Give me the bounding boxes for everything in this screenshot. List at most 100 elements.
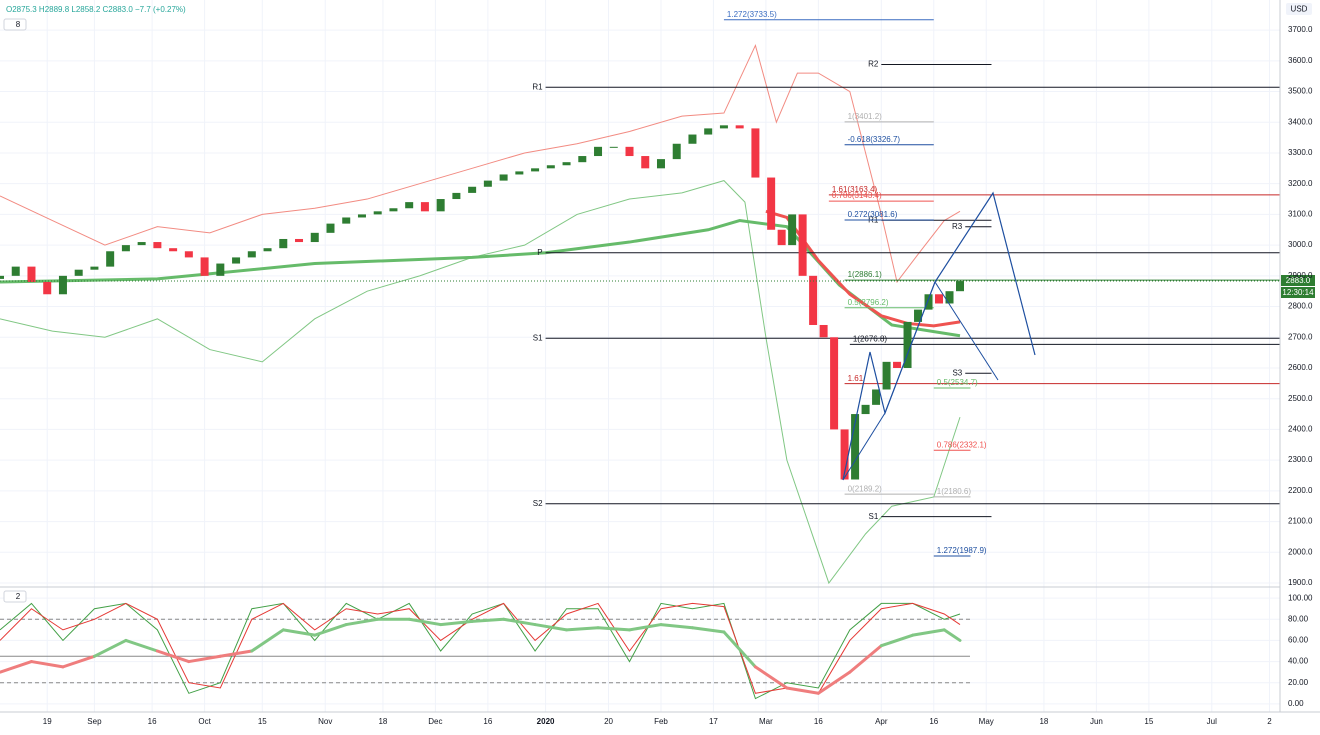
pane-toggle-label[interactable]: 2: [16, 592, 21, 601]
oscillator-segment: [344, 617, 380, 627]
x-tick-label: 19: [43, 717, 52, 726]
candle: [945, 291, 954, 304]
pattern-drawing: [842, 280, 999, 481]
candle: [861, 404, 870, 415]
candle: [326, 223, 335, 233]
oscillator-segment: [29, 660, 65, 669]
pivot-label: R2: [532, 0, 543, 2]
x-tick-label: 20: [604, 717, 613, 726]
pivot-label: R2: [868, 60, 879, 69]
oscillator-segment: [785, 686, 820, 695]
candle: [216, 263, 225, 276]
pane-toggle[interactable]: [3, 18, 27, 31]
x-tick-label: 2020: [537, 717, 555, 726]
x-tick-label: 16: [148, 717, 157, 726]
y-tick-label: 3700.0: [1288, 25, 1313, 34]
pane-toggle-label[interactable]: 8: [16, 20, 21, 29]
pivot-label: S3: [952, 368, 962, 377]
y-tick-label: 2500.0: [1288, 394, 1313, 403]
y-tick-label: 20.00: [1288, 678, 1309, 687]
pivot-label: S1: [533, 333, 543, 342]
fib-label: 1(2886.1): [848, 270, 883, 279]
oscillator-segment: [533, 623, 569, 632]
candle: [27, 266, 36, 282]
candle: [373, 211, 382, 215]
x-tick-label: 2: [1267, 717, 1272, 726]
x-tick-label: 15: [1144, 717, 1153, 726]
x-tick-label: Mar: [759, 717, 773, 726]
y-tick-label: 3200.0: [1288, 179, 1313, 188]
currency-badge[interactable]: [1286, 3, 1312, 15]
oscillator-segment: [722, 630, 757, 669]
candle: [499, 174, 508, 181]
candle: [788, 214, 797, 246]
candle: [882, 361, 891, 390]
oscillator-segment: [155, 649, 191, 664]
candle: [420, 202, 429, 212]
pivot-label: P: [537, 248, 542, 257]
x-tick-label: Oct: [198, 717, 211, 726]
currency[interactable]: USD: [1291, 5, 1308, 14]
fib-label: 0.5(2796.2): [848, 298, 889, 307]
x-tick-label: May: [979, 717, 994, 726]
plot: R2R1PS1S2R2R1R3S3S11.272(3733.5)-0.618(3…: [0, 0, 1280, 700]
oscillator-segment: [281, 628, 317, 637]
candle: [751, 128, 760, 178]
y-tick-label: 2600.0: [1288, 363, 1313, 372]
candle: [531, 168, 540, 172]
fib-label: 1(3401.2): [848, 112, 883, 121]
oscillator-segment: [470, 617, 506, 623]
pivot-label: R1: [532, 82, 543, 91]
pane-toggle[interactable]: [3, 590, 27, 603]
candle: [468, 186, 477, 193]
x-tick-label: Jun: [1090, 717, 1103, 726]
candle: [809, 275, 818, 325]
y-tick-label: 2400.0: [1288, 425, 1313, 434]
candle: [830, 337, 839, 430]
candle: [357, 214, 366, 218]
y-tick-label: 2000.0: [1288, 547, 1313, 556]
candle: [609, 146, 618, 148]
candle: [0, 275, 4, 279]
y-tick-label: 1900.0: [1288, 578, 1313, 587]
candle: [515, 171, 524, 175]
y-tick-label: 2700.0: [1288, 332, 1313, 341]
oscillator-segment: [596, 626, 632, 632]
candle: [594, 146, 603, 157]
oscillator-segment: [911, 628, 946, 637]
candle: [106, 251, 115, 267]
candle: [840, 429, 849, 480]
y-tick-label: 3000.0: [1288, 240, 1313, 249]
candle: [295, 238, 304, 243]
y-tick-label: 60.00: [1288, 636, 1309, 645]
fib-label: 1(2180.6): [937, 487, 972, 496]
overlay-line: [0, 44, 961, 284]
oscillator-segment: [848, 644, 883, 674]
candle: [935, 294, 944, 304]
candle: [625, 146, 634, 157]
fib-label: 1(2676.8): [853, 335, 888, 344]
candle: [562, 162, 571, 166]
fib-label: 1.272(1987.9): [937, 546, 987, 555]
candle: [798, 214, 807, 276]
y-tick-label: 2300.0: [1288, 455, 1313, 464]
candle: [405, 202, 414, 209]
oscillator-segment: [92, 638, 128, 658]
candle: [872, 389, 881, 405]
oscillator-segment: [879, 633, 915, 648]
y-tick-label: 3100.0: [1288, 210, 1313, 219]
y-tick-label: 3300.0: [1288, 148, 1313, 157]
candle: [851, 414, 860, 480]
y-tick-label: 2900.0: [1288, 271, 1313, 280]
candle: [169, 248, 178, 252]
candle: [719, 125, 728, 129]
oscillator-segment: [0, 660, 33, 674]
candle: [247, 251, 256, 258]
candle: [342, 217, 351, 224]
candle: [672, 143, 681, 160]
candle: [956, 281, 964, 292]
x-tick-label: 18: [378, 717, 387, 726]
candle: [436, 199, 445, 212]
candle: [11, 266, 20, 276]
fib-label: 0.786(3143.4): [832, 191, 882, 200]
